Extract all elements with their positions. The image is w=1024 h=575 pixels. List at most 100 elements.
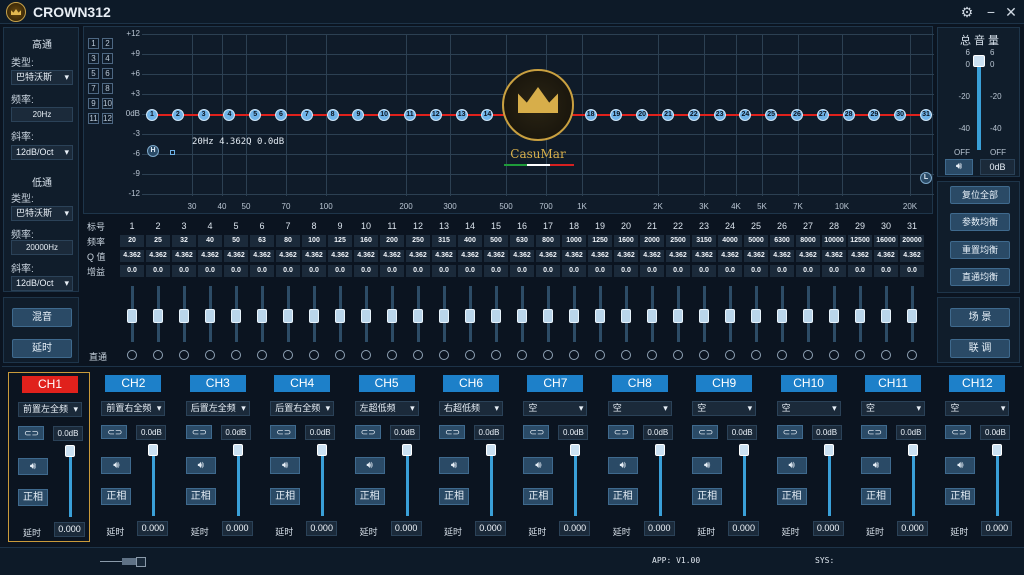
eq-slider-knob-30[interactable] xyxy=(881,309,891,323)
gain-cell[interactable]: 0.0 xyxy=(900,265,924,277)
channel-volume-knob[interactable] xyxy=(908,444,918,456)
channel-phase-button[interactable]: 正相 xyxy=(270,488,301,505)
q-cell[interactable]: 4.362 xyxy=(198,250,222,262)
freq-cell[interactable]: 50 xyxy=(224,235,248,247)
channel-speaker-icon[interactable]: 🔊︎ xyxy=(861,457,891,474)
eq-slider-knob-17[interactable] xyxy=(543,309,553,323)
channel-db-value[interactable]: 0.0dB xyxy=(389,425,420,440)
channel-volume-track[interactable] xyxy=(405,450,409,516)
bypass-radio-31[interactable] xyxy=(907,350,917,360)
channel-mode-select[interactable]: 左超低频 xyxy=(354,401,419,416)
preset-box-1[interactable]: 1 xyxy=(88,38,99,49)
gain-cell[interactable]: 0.0 xyxy=(822,265,846,277)
gain-cell[interactable]: 0.0 xyxy=(770,265,794,277)
gain-cell[interactable]: 0.0 xyxy=(796,265,820,277)
channel-speaker-icon[interactable]: 🔊︎ xyxy=(692,457,723,474)
scene-button[interactable]: 场 景 xyxy=(950,308,1010,327)
bypass-radio-24[interactable] xyxy=(725,350,735,360)
bypass-radio-4[interactable] xyxy=(205,350,215,360)
eq-node-21[interactable]: 21 xyxy=(662,109,674,121)
channel-volume-track[interactable] xyxy=(236,450,240,516)
preset-box-9[interactable]: 9 xyxy=(88,98,99,109)
q-cell[interactable]: 4.362 xyxy=(666,250,690,262)
highpass-slope-select[interactable]: 12dB/Oct xyxy=(11,145,73,160)
preset-box-2[interactable]: 2 xyxy=(102,38,113,49)
channel-delay-input[interactable]: 0.000 xyxy=(306,521,338,536)
gain-cell[interactable]: 0.0 xyxy=(640,265,664,277)
q-cell[interactable]: 4.362 xyxy=(588,250,612,262)
freq-cell[interactable]: 800 xyxy=(536,235,560,247)
eq-slider-knob-26[interactable] xyxy=(777,309,787,323)
channel-link-icon[interactable] xyxy=(439,425,465,439)
eq-node-2[interactable]: 2 xyxy=(171,109,184,121)
freq-cell[interactable]: 20000 xyxy=(900,235,924,247)
channel-link-icon[interactable] xyxy=(354,425,381,439)
eq-node-20[interactable]: 20 xyxy=(636,109,649,121)
channel-phase-button[interactable]: 正相 xyxy=(945,488,976,505)
eq-slider-knob-11[interactable] xyxy=(387,309,397,323)
bypass-radio-11[interactable] xyxy=(387,350,397,360)
gain-cell[interactable]: 0.0 xyxy=(250,265,274,277)
freq-cell[interactable]: 63 xyxy=(250,235,274,247)
channel-db-value[interactable]: 0.0dB xyxy=(980,425,1011,440)
freq-cell[interactable]: 100 xyxy=(302,235,326,247)
channel-button-4[interactable]: CH4 xyxy=(274,375,331,392)
freq-cell[interactable]: 630 xyxy=(510,235,534,247)
bypass-radio-18[interactable] xyxy=(569,350,579,360)
channel-button-5[interactable]: CH5 xyxy=(358,375,415,392)
gain-cell[interactable]: 0.0 xyxy=(510,265,534,277)
channel-volume-track[interactable] xyxy=(152,450,156,516)
eq-slider-knob-15[interactable] xyxy=(491,309,501,323)
channel-mode-select[interactable]: 空 xyxy=(607,401,672,416)
highpass-type-select[interactable]: 巴特沃斯 xyxy=(11,70,73,85)
q-cell[interactable]: 4.362 xyxy=(718,250,742,262)
q-cell[interactable]: 4.362 xyxy=(744,250,768,262)
freq-cell[interactable]: 400 xyxy=(458,235,482,247)
preset-box-5[interactable]: 5 xyxy=(88,68,99,79)
channel-volume-knob[interactable] xyxy=(232,444,243,456)
q-cell[interactable]: 4.362 xyxy=(796,250,820,262)
q-cell[interactable]: 4.362 xyxy=(614,250,638,262)
gain-cell[interactable]: 0.0 xyxy=(744,265,768,277)
freq-cell[interactable]: 16000 xyxy=(874,235,898,247)
master-volume-knob[interactable] xyxy=(973,55,985,67)
eq-node-27[interactable]: 27 xyxy=(816,109,829,121)
channel-phase-button[interactable]: 正相 xyxy=(607,488,638,505)
q-cell[interactable]: 4.362 xyxy=(172,250,196,262)
eq-slider-knob-13[interactable] xyxy=(439,309,449,323)
eq-slider-knob-18[interactable] xyxy=(569,309,579,323)
gain-cell[interactable]: 0.0 xyxy=(874,265,898,277)
q-cell[interactable]: 4.362 xyxy=(250,250,274,262)
gain-cell[interactable]: 0.0 xyxy=(562,265,586,277)
gain-cell[interactable]: 0.0 xyxy=(302,265,326,277)
bypass-radio-7[interactable] xyxy=(283,350,293,360)
q-cell[interactable]: 4.362 xyxy=(562,250,586,262)
master-db-value[interactable]: 0dB xyxy=(980,159,1015,175)
eq-node-8[interactable]: 8 xyxy=(326,109,339,121)
eq-slider-knob-1[interactable] xyxy=(127,309,137,323)
bypass-radio-20[interactable] xyxy=(621,350,631,360)
settings-gear-icon[interactable]: ⚙ xyxy=(960,4,974,20)
bypass-radio-2[interactable] xyxy=(153,350,163,360)
gain-cell[interactable]: 0.0 xyxy=(354,265,378,277)
bypass-radio-5[interactable] xyxy=(231,350,241,360)
channel-volume-knob[interactable] xyxy=(823,444,834,456)
channel-delay-input[interactable]: 0.000 xyxy=(897,521,928,536)
channel-link-icon[interactable] xyxy=(861,425,887,439)
q-cell[interactable]: 4.362 xyxy=(354,250,378,262)
channel-phase-button[interactable]: 正相 xyxy=(185,488,216,505)
bypass-radio-8[interactable] xyxy=(309,350,319,360)
eq-slider-knob-3[interactable] xyxy=(179,309,189,323)
q-cell[interactable]: 4.362 xyxy=(692,250,716,262)
eq-slider-knob-29[interactable] xyxy=(855,309,865,323)
bypass-radio-3[interactable] xyxy=(179,350,189,360)
freq-cell[interactable]: 4000 xyxy=(718,235,742,247)
eq-node-5[interactable]: 5 xyxy=(249,109,262,121)
channel-link-icon[interactable] xyxy=(18,426,44,440)
channel-mode-select[interactable]: 空 xyxy=(692,401,757,416)
channel-db-value[interactable]: 0.0dB xyxy=(474,425,504,440)
close-button[interactable]: ✕ xyxy=(1005,4,1017,20)
eq-slider-knob-27[interactable] xyxy=(803,309,813,323)
freq-cell[interactable]: 20 xyxy=(120,235,144,247)
bypass-radio-22[interactable] xyxy=(673,350,683,360)
